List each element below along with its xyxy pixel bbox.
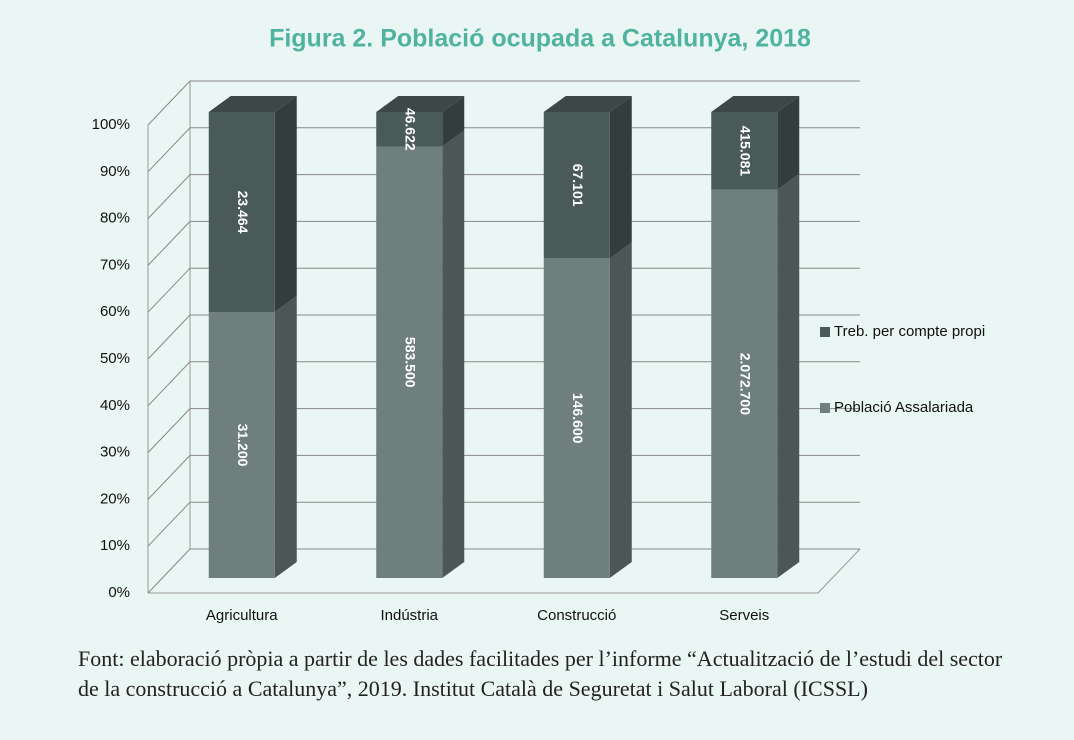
legend-label: Població Assalariada: [834, 399, 974, 416]
bar-front: [711, 189, 778, 579]
bar-side: [609, 242, 632, 578]
bar-side: [274, 296, 297, 578]
grid-line: [147, 408, 860, 453]
y-tick-label: 80%: [100, 210, 130, 227]
y-tick-label: 20%: [100, 490, 130, 507]
value-label: 23.464: [235, 191, 251, 234]
bar-segment: [208, 96, 297, 313]
bar-top: [543, 96, 632, 112]
value-label: 415.081: [738, 126, 754, 177]
y-tick-label: 100%: [92, 116, 130, 133]
legend-label: Treb. per compte propi: [834, 323, 985, 340]
legend-swatch: [820, 327, 830, 337]
bar-front: [208, 112, 275, 313]
legend-swatch: [820, 403, 830, 413]
bar-front: [376, 112, 443, 147]
value-label: 2.072.700: [738, 353, 754, 415]
bar-segment: [543, 242, 632, 578]
bar-side: [777, 96, 800, 190]
x-tick-label: Agricultura: [206, 607, 278, 624]
bar-front: [208, 312, 275, 578]
grid-line: [147, 361, 860, 407]
chart: Figura 2. Població ocupada a Catalunya, …: [92, 25, 986, 624]
bar-front: [543, 258, 610, 578]
y-tick-label: 50%: [100, 350, 130, 367]
bar-side: [609, 96, 632, 259]
bar-side: [442, 96, 465, 147]
grid-line: [147, 314, 860, 360]
bar-side: [274, 96, 297, 313]
grid-line: [147, 80, 860, 126]
grid-line: [147, 501, 860, 547]
bar-segment: [543, 96, 632, 259]
source-note: Font: elaboració pròpia a partir de les …: [78, 646, 1003, 701]
bar-top: [208, 96, 297, 112]
bar-side: [442, 130, 465, 578]
x-tick-label: Serveis: [719, 607, 769, 624]
bar-top: [376, 96, 465, 112]
value-label: 67.101: [570, 164, 586, 207]
y-tick-label: 60%: [100, 303, 130, 320]
y-tick-label: 0%: [108, 584, 130, 601]
value-label: 31.200: [235, 424, 251, 467]
grid-line: [147, 220, 860, 266]
bar-segment: [711, 173, 800, 579]
bar-segment: [208, 296, 297, 578]
floor-edge: [148, 548, 861, 594]
x-tick-label: Indústria: [380, 607, 438, 624]
y-tick-label: 30%: [100, 444, 130, 461]
chart-title: Figura 2. Població ocupada a Catalunya, …: [269, 25, 811, 53]
grid-line: [147, 548, 860, 594]
bar-front: [543, 112, 610, 259]
y-tick-label: 10%: [100, 537, 130, 554]
y-tick-label: 90%: [100, 163, 130, 180]
bar-front: [711, 112, 778, 190]
bar-top: [711, 96, 800, 112]
grid-line: [147, 174, 860, 219]
grid-line: [147, 267, 860, 313]
grid-line: [147, 454, 860, 500]
bar-front: [376, 146, 443, 578]
grid-line: [147, 127, 860, 173]
value-label: 583.500: [403, 337, 419, 388]
bar-segment: [376, 96, 465, 147]
bar-segment: [711, 96, 800, 190]
value-label: 46.622: [403, 108, 419, 151]
y-tick-label: 70%: [100, 256, 130, 273]
x-tick-label: Construcció: [537, 607, 616, 624]
y-tick-label: 40%: [100, 397, 130, 414]
value-label: 146.600: [570, 393, 586, 444]
bar-side: [777, 173, 800, 579]
bar-segment: [376, 130, 465, 578]
